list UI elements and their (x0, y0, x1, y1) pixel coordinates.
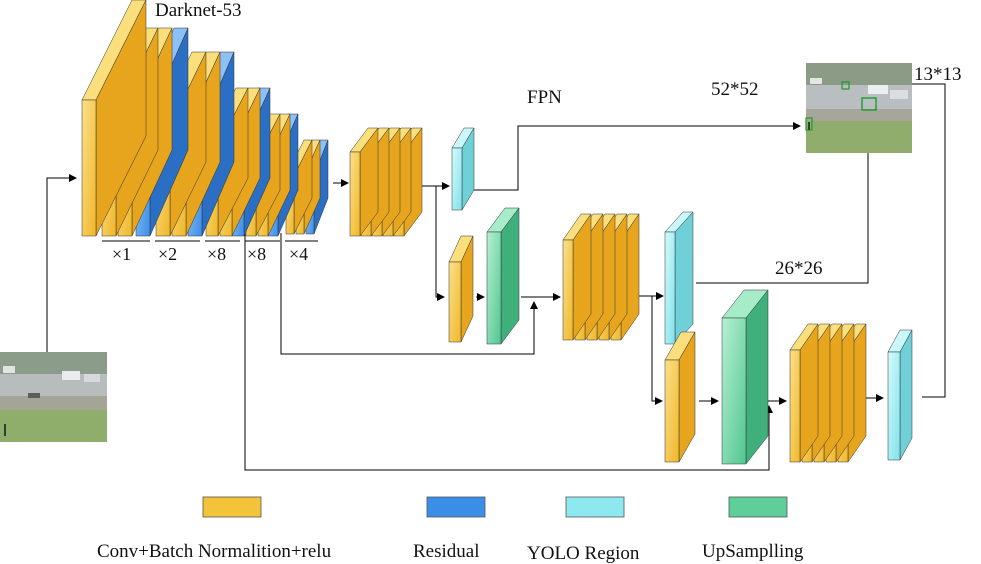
fpn-label: FPN (527, 87, 562, 108)
upsample-block (721, 289, 769, 465)
stage-multiplier-label: ×4 (289, 244, 308, 264)
conv-block (562, 213, 592, 341)
legend-swatch-yolo (565, 496, 625, 518)
upsample-block (486, 207, 520, 345)
legend-label-yolo: YOLO Region (527, 543, 640, 564)
stage-multiplier-label: ×8 (247, 244, 266, 264)
conv-block (789, 323, 819, 463)
legend-label-residual: Residual (413, 541, 480, 562)
stage-multiplier-label: ×1 (112, 244, 131, 264)
conv-block (448, 235, 474, 343)
yolo-region-block (887, 329, 913, 461)
output-detection-image (805, 63, 912, 153)
legend-label-upsample: UpSamplling (702, 541, 804, 562)
output-scale-small-label: 13*13 (914, 64, 962, 85)
legend: Conv+Batch Normalition+relu Residual YOL… (97, 496, 804, 564)
yolo-region-block (664, 211, 694, 345)
diagram-title: Darknet-53 (155, 0, 242, 21)
stage-multiplier-label: ×2 (158, 244, 177, 264)
input-image (0, 352, 107, 442)
yolo-region-block (451, 127, 475, 211)
connection-lines (46, 80, 946, 471)
conv-block (349, 127, 379, 237)
output-scale-medium-label: 26*26 (775, 258, 823, 279)
legend-swatch-upsample (728, 496, 788, 518)
legend-label-conv: Conv+Batch Normalition+relu (97, 541, 332, 562)
output-scale-large-label: 52*52 (711, 79, 759, 100)
conv-block (81, 0, 147, 237)
legend-swatch-residual (426, 496, 486, 518)
stage-multiplier-label: ×8 (207, 244, 226, 264)
layer-blocks (81, 0, 913, 465)
legend-swatch-conv (202, 496, 262, 518)
conv-block (664, 331, 696, 463)
